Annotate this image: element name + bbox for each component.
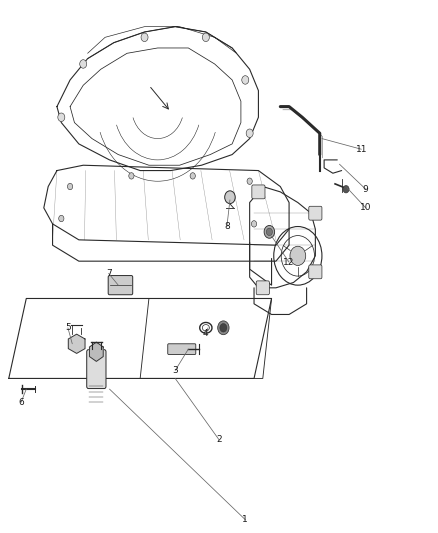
Text: 10: 10: [360, 204, 371, 212]
Circle shape: [218, 321, 229, 335]
Circle shape: [59, 215, 64, 222]
Circle shape: [266, 228, 272, 236]
Circle shape: [129, 173, 134, 179]
Text: 7: 7: [106, 269, 112, 278]
FancyBboxPatch shape: [252, 185, 265, 199]
Circle shape: [343, 185, 349, 193]
Text: 11: 11: [356, 145, 367, 154]
Circle shape: [202, 33, 209, 42]
FancyBboxPatch shape: [87, 350, 106, 389]
Text: 5: 5: [65, 324, 71, 332]
Circle shape: [251, 221, 257, 227]
Circle shape: [220, 324, 227, 332]
Circle shape: [58, 113, 65, 122]
Text: 1: 1: [242, 515, 248, 524]
Circle shape: [264, 225, 275, 238]
Text: 12: 12: [283, 258, 295, 266]
Text: 4: 4: [203, 329, 208, 337]
Circle shape: [80, 60, 87, 68]
Circle shape: [242, 76, 249, 84]
FancyBboxPatch shape: [309, 206, 322, 220]
Circle shape: [246, 129, 253, 138]
Circle shape: [225, 191, 235, 204]
Text: 3: 3: [172, 366, 178, 375]
FancyBboxPatch shape: [256, 281, 269, 295]
Circle shape: [247, 178, 252, 184]
FancyBboxPatch shape: [168, 344, 196, 354]
Circle shape: [141, 33, 148, 42]
FancyBboxPatch shape: [108, 276, 133, 295]
Polygon shape: [68, 334, 85, 353]
Circle shape: [67, 183, 73, 190]
Text: 6: 6: [18, 398, 24, 407]
Text: 2: 2: [216, 435, 222, 444]
Circle shape: [190, 173, 195, 179]
Text: 9: 9: [363, 185, 369, 193]
FancyBboxPatch shape: [309, 265, 322, 279]
Polygon shape: [89, 342, 103, 361]
Circle shape: [290, 246, 306, 265]
Text: 8: 8: [224, 222, 230, 231]
